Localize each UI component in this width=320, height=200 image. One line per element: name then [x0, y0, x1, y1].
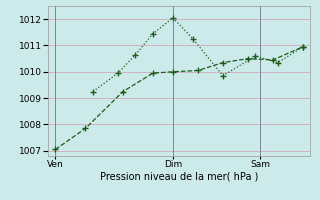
- X-axis label: Pression niveau de la mer( hPa ): Pression niveau de la mer( hPa ): [100, 172, 258, 182]
